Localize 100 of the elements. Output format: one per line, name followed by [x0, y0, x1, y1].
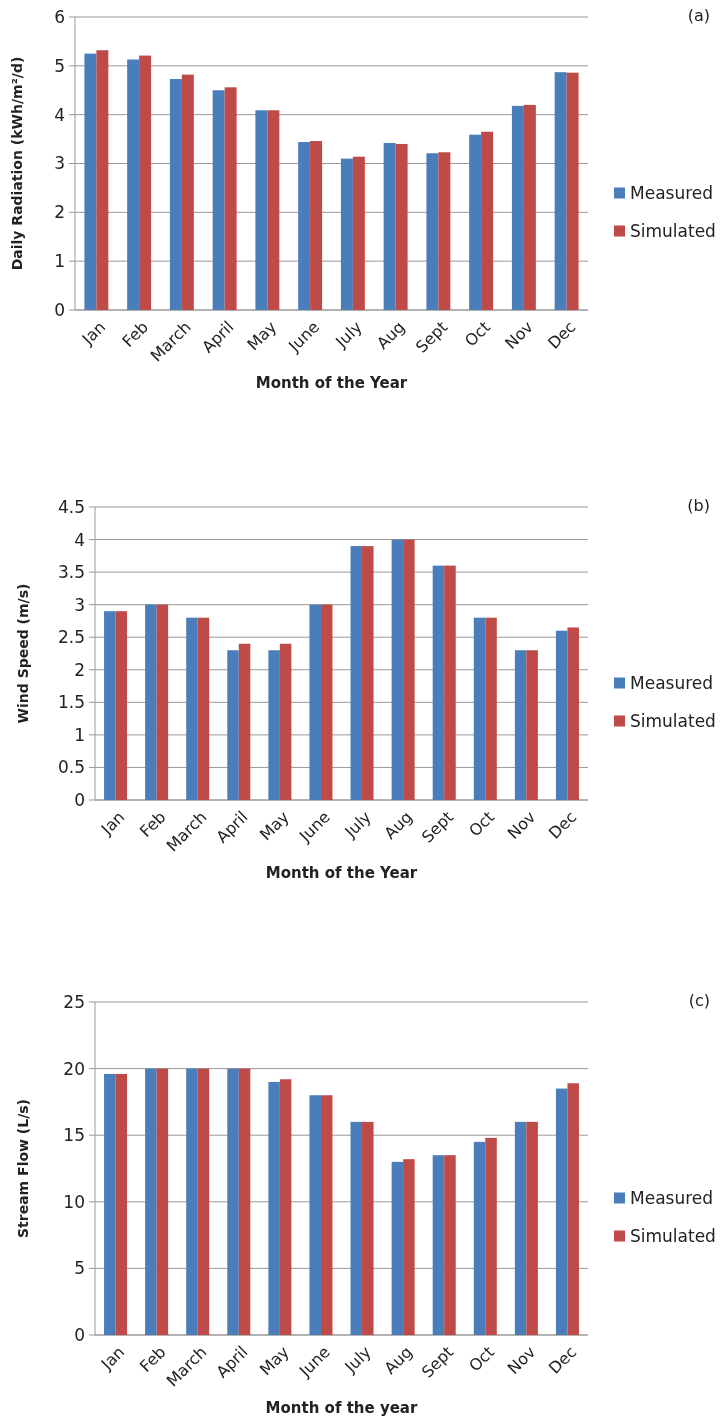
x-tick-label: Dec [544, 1342, 581, 1378]
x-tick-label: Oct [465, 1342, 499, 1376]
bar [127, 59, 140, 310]
x-tick-label: Oct [465, 807, 499, 841]
bar [310, 141, 323, 310]
bar [320, 604, 333, 800]
bar [156, 604, 169, 800]
bar [197, 1068, 210, 1335]
x-tick-label: Dec [544, 807, 581, 843]
bar [96, 50, 109, 310]
bar [268, 650, 280, 800]
bar [395, 143, 408, 310]
legend-label: Measured [630, 673, 714, 694]
bar [485, 617, 497, 800]
y-tick-label: 0 [74, 789, 85, 810]
bar [267, 110, 280, 310]
bar [169, 79, 182, 310]
bar [145, 604, 157, 800]
bar [115, 1073, 128, 1335]
x-tick-label: Nov [501, 317, 537, 353]
bar [227, 650, 239, 800]
bar [186, 1068, 198, 1335]
x-tick-label: Feb [135, 1342, 170, 1376]
x-tick-label: Aug [372, 317, 409, 353]
bar [279, 643, 292, 800]
y-axis-title: Wind Speed (m/s) [15, 583, 31, 724]
y-tick-label: 1.5 [57, 692, 85, 713]
bar [309, 604, 321, 800]
y-tick-label: 3 [54, 153, 65, 174]
bar [212, 90, 225, 310]
bar [567, 1083, 579, 1335]
bar [298, 142, 311, 310]
x-tick-label: Jan [77, 317, 110, 349]
bar [362, 546, 374, 800]
bar [555, 630, 568, 800]
bar [526, 650, 538, 800]
bar [432, 565, 445, 800]
x-tick-label: Nov [503, 807, 540, 843]
x-tick-label: Dec [544, 317, 580, 353]
bar [523, 104, 536, 310]
bar [432, 1155, 445, 1335]
bar [403, 539, 415, 800]
bar [567, 627, 579, 800]
bar [383, 142, 396, 310]
legend-label: Measured [630, 183, 714, 204]
legend-label: Simulated [630, 711, 716, 732]
x-tick-label: Feb [135, 807, 170, 841]
y-tick-label: 4 [74, 529, 85, 550]
bar [227, 1068, 239, 1335]
bar [224, 87, 237, 310]
text: (b) [687, 496, 710, 515]
x-tick-label: Feb [118, 317, 152, 351]
bar [514, 650, 527, 800]
bar [268, 1081, 280, 1335]
bar [350, 1121, 363, 1335]
bar [139, 55, 152, 310]
y-axis-title: Daily Radiation (kWh/m²/d) [9, 56, 25, 271]
x-tick-label: Oct [460, 317, 494, 351]
bar [309, 1095, 321, 1335]
y-tick-label: 1 [74, 724, 85, 745]
x-tick-label: Aug [380, 1342, 416, 1378]
bar [320, 1095, 333, 1335]
legend-label: Measured [630, 1188, 714, 1209]
legend-label: Simulated [630, 1226, 716, 1247]
bar [485, 1137, 497, 1335]
y-tick-label: 3 [74, 594, 85, 615]
y-tick-label: 20 [63, 1058, 85, 1079]
y-axis-title: Stream Flow (L/s) [15, 1098, 31, 1239]
bar [362, 1121, 374, 1335]
bar [526, 1121, 538, 1335]
y-tick-label: 0.5 [57, 757, 85, 778]
bar [426, 153, 439, 310]
text: (a) [687, 6, 710, 25]
y-tick-label: 3.5 [57, 562, 85, 583]
bar [438, 152, 451, 310]
y-tick-label: 25 [63, 991, 85, 1012]
y-tick-label: 0 [54, 299, 65, 320]
bar [469, 134, 482, 310]
bar [473, 1141, 486, 1335]
y-tick-label: 10 [63, 1191, 85, 1212]
bar [115, 611, 128, 800]
bar [238, 643, 251, 800]
bar [186, 617, 198, 800]
x-axis-title: Month of the Year [265, 864, 418, 882]
y-tick-label: 2 [54, 202, 65, 223]
y-tick-label: 1 [54, 251, 65, 272]
bar [104, 1073, 116, 1335]
bar [514, 1121, 527, 1335]
y-tick-label: 4 [54, 104, 65, 125]
y-tick-label: 0 [74, 1324, 85, 1345]
bar [511, 105, 524, 310]
bar [481, 131, 494, 310]
bar [84, 53, 97, 310]
y-tick-label: 5 [74, 1258, 85, 1279]
y-tick-label: 6 [54, 6, 65, 27]
bar [391, 539, 404, 800]
bar [238, 1068, 251, 1335]
bar [156, 1068, 169, 1335]
bar [340, 158, 353, 310]
x-axis-title: Month of the Year [255, 374, 408, 392]
